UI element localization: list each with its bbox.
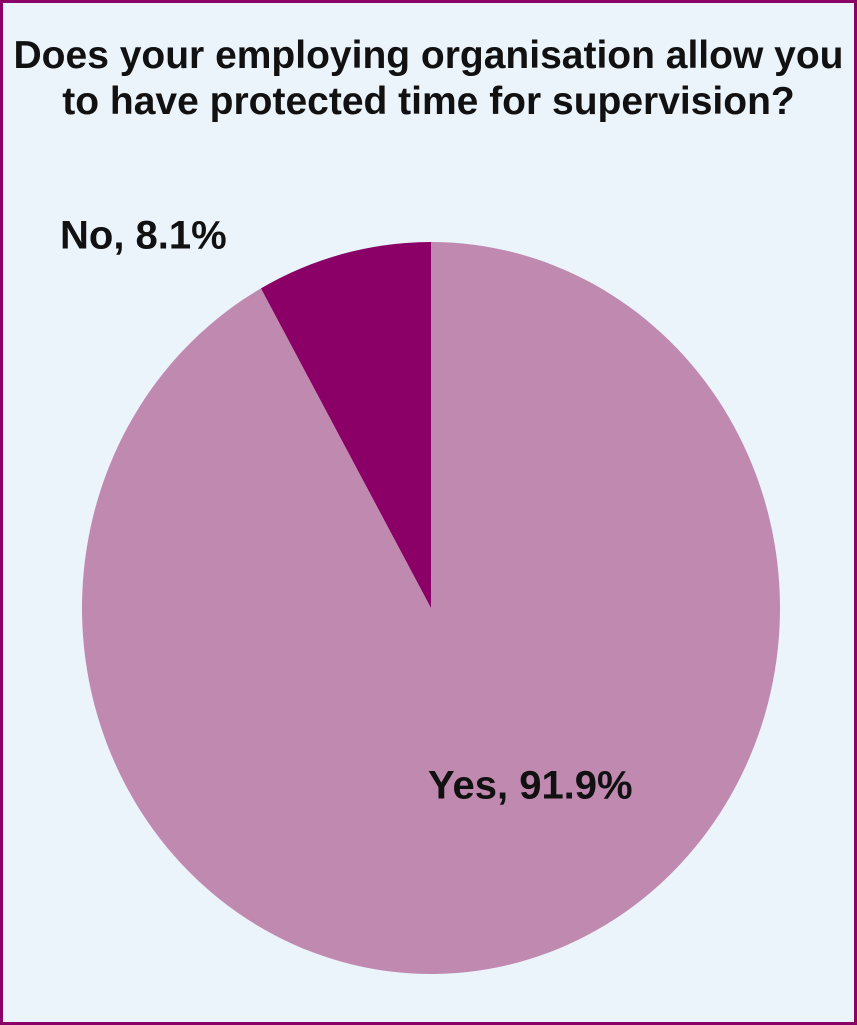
slice-label: Yes, 91.9%	[428, 764, 633, 808]
pie-slice	[260, 242, 431, 608]
pie-slice	[81, 242, 780, 975]
chart-title: Does your employing organisation allow y…	[13, 34, 844, 123]
slice-label: No, 8.1%	[60, 214, 227, 258]
chart: Yes, 91.9% No, 8.1%	[60, 214, 780, 975]
